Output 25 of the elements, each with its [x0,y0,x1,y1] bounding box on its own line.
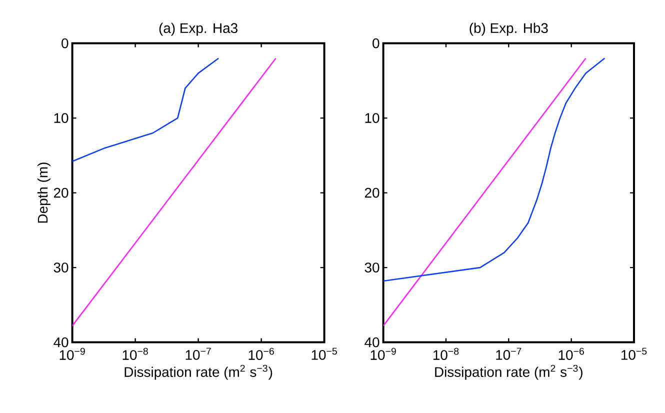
x-tick-label: 10$^{−8}$ [433,348,459,360]
x-tick-label: 10$^{−5}$ [312,348,337,360]
chart-title: (b) Exp. Hb3 [470,22,548,36]
x-tick-label: 10$^{−8}$ [122,348,148,360]
y-tick-label: 10 [54,113,68,123]
x-tick-label: 10$^{−6}$ [248,348,274,360]
y-tick-label: 0 [62,38,68,48]
y-tick-label: 40 [54,337,68,348]
x-tick-label: 10$^{−9}$ [60,348,85,360]
x-tick-label: 10$^{−6}$ [558,348,584,360]
y-tick-label: 20 [54,188,68,198]
x-axis-title: Dissipation rate (m$^{2}$ s$^{−3}$) [435,364,582,380]
y-tick-label: 30 [54,262,68,272]
y-tick-label: 20 [364,188,380,198]
x-axis-title: Dissipation rate (m$^{2}$ s$^{−3}$) [124,364,272,380]
x-tick-label: 10$^{−9}$ [370,348,396,360]
x-tick-label: 10$^{−5}$ [621,348,647,360]
y-tick-label: 30 [364,262,380,272]
y-axis-title: Depth (m) [37,162,50,223]
y-tick-label: 0 [372,38,380,48]
y-tick-label: 40 [364,337,380,348]
chart-title: (a) Exp. Ha3 [159,22,238,36]
x-tick-label: 10$^{−7}$ [496,348,522,360]
x-tick-label: 10$^{−7}$ [186,348,211,360]
y-tick-label: 10 [365,113,380,123]
